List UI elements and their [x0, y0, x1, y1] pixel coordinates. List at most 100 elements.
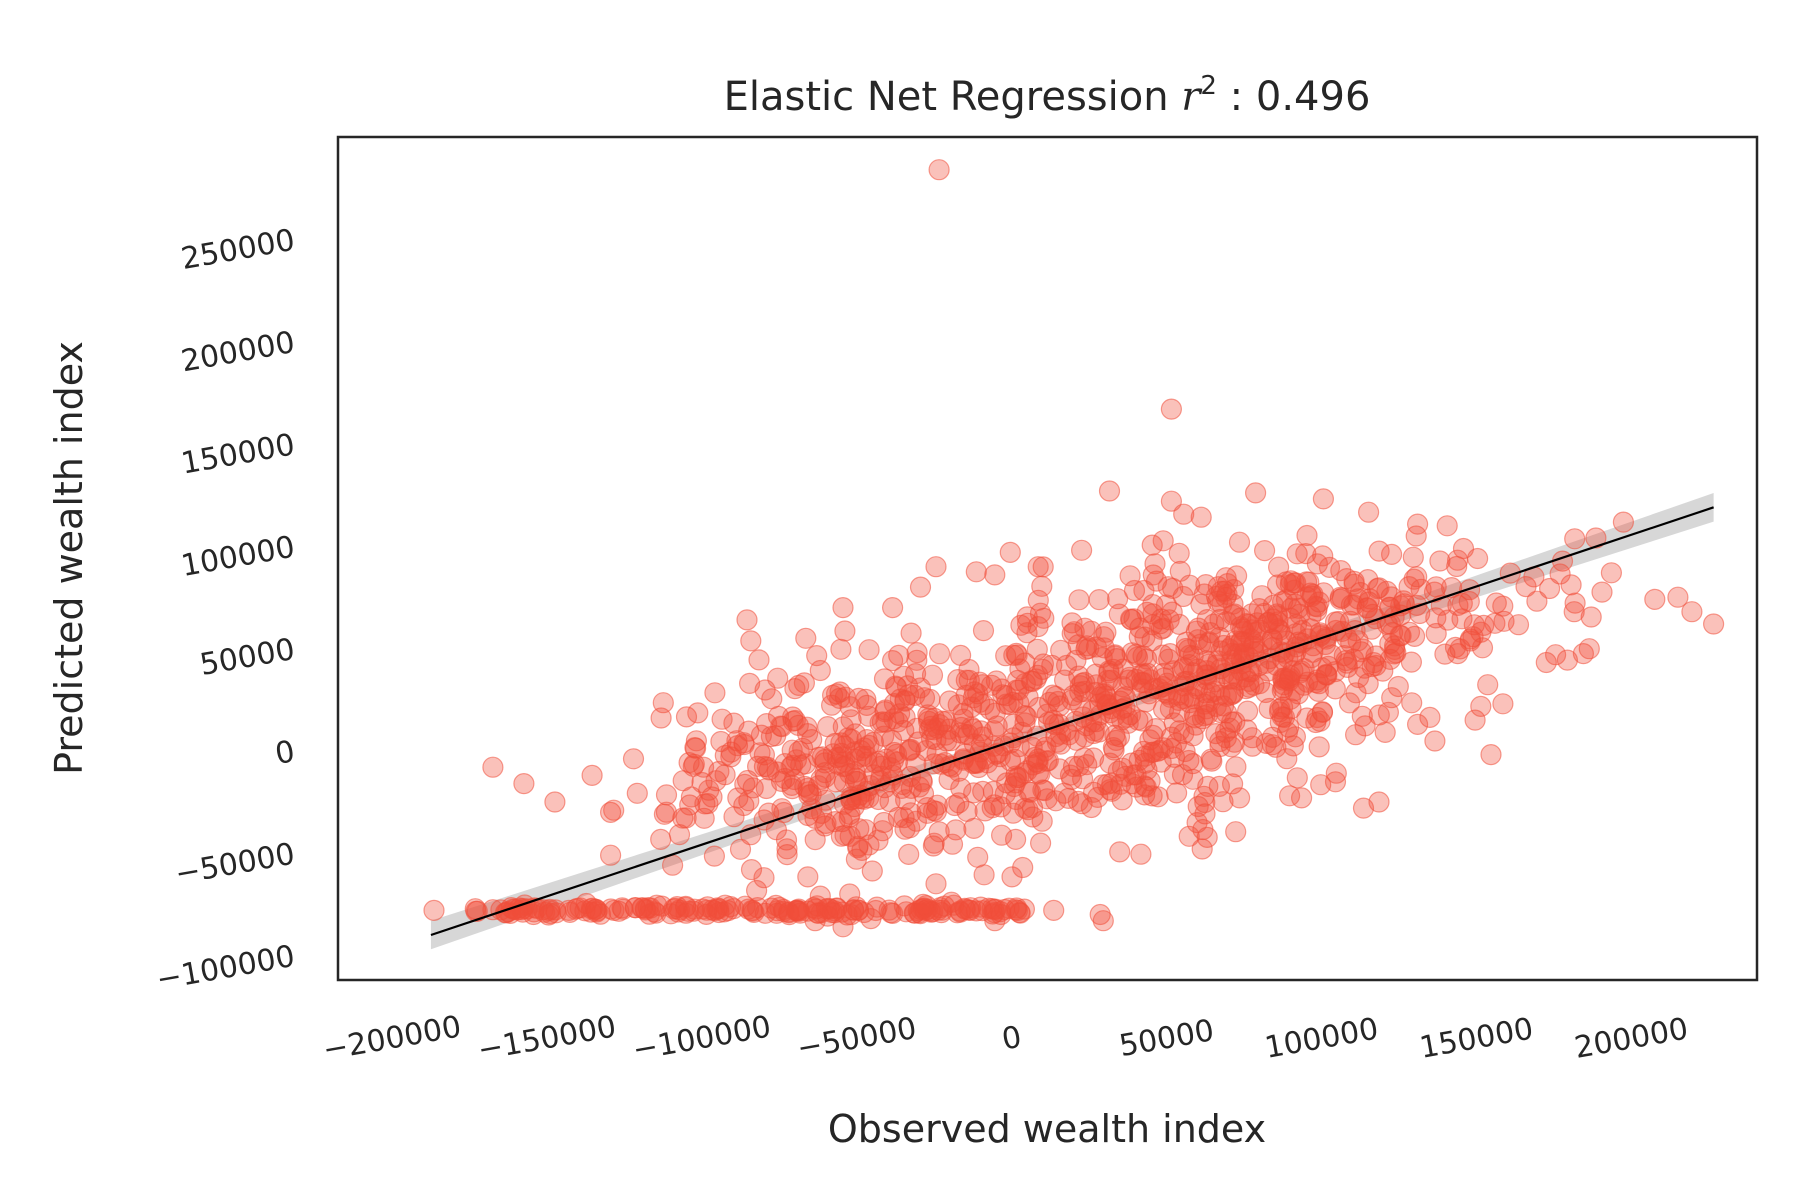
scatter-point — [832, 916, 854, 938]
scatter-point — [1043, 899, 1065, 922]
scatter-point — [1484, 612, 1506, 634]
x-tick-label: 150000 — [1417, 1011, 1536, 1065]
scatter-point — [773, 801, 795, 824]
scatter-point — [795, 627, 817, 649]
scatter-point — [1004, 828, 1027, 851]
scatter-point — [810, 802, 833, 825]
scatter-point — [1112, 658, 1135, 680]
scatter-point — [958, 669, 980, 691]
scatter-point — [1401, 692, 1423, 714]
scatter-point — [1357, 501, 1380, 523]
scatter-point — [740, 630, 762, 652]
scatter-point — [1225, 565, 1248, 587]
scatter-point — [925, 873, 947, 895]
scatter-point — [1381, 621, 1404, 644]
scatter-point — [1223, 578, 1245, 601]
scatter-point — [1585, 527, 1607, 549]
scatter-point — [796, 722, 819, 745]
scatter-point — [1014, 704, 1036, 727]
scatter-point — [867, 788, 890, 811]
scatter-point — [723, 712, 745, 734]
scatter-point — [1228, 531, 1251, 553]
scatter-point — [1296, 524, 1318, 547]
y-tick-label: 50000 — [197, 632, 297, 683]
scatter-point — [839, 803, 861, 826]
scatter-point — [1135, 691, 1157, 713]
scatter-point — [940, 891, 963, 913]
scatter-point — [704, 682, 726, 704]
chart-title-prefix: Elastic Net Regression — [724, 74, 1182, 120]
scatter-point — [898, 739, 921, 761]
chart-title: Elastic Net Regression r2 : 0.496 — [724, 71, 1371, 120]
scatter-point — [989, 746, 1011, 768]
x-axis-label: Observed wealth index — [828, 1107, 1266, 1151]
scatter-point — [866, 896, 888, 918]
scatter-point — [885, 676, 908, 698]
scatter-point — [1028, 696, 1050, 719]
scatter-point — [1306, 706, 1328, 729]
scatter-point — [1291, 619, 1313, 642]
scatter-point — [1702, 613, 1725, 635]
scatter-point — [1061, 622, 1083, 645]
scatter-point — [740, 858, 763, 881]
scatter-point — [806, 902, 828, 924]
scatter-point — [1198, 631, 1220, 653]
scatter-point — [738, 672, 761, 695]
scatter-point — [899, 765, 922, 788]
scatter-point — [928, 643, 951, 665]
scatter-point — [1244, 482, 1267, 504]
scatter-point — [748, 649, 770, 671]
scatter-point — [1324, 678, 1346, 700]
scatter-point — [814, 748, 836, 771]
chart-title-suffix: : 0.496 — [1217, 74, 1370, 120]
scatter-point — [781, 774, 803, 797]
scatter-point — [1105, 729, 1127, 752]
scatter-point — [1381, 687, 1403, 709]
scatter-point — [1021, 670, 1044, 693]
scatter-point — [1036, 788, 1058, 810]
scatter-point — [710, 730, 732, 753]
scatter-point — [1221, 773, 1244, 795]
scatter-point — [952, 708, 975, 730]
plot-area — [336, 135, 1759, 982]
scatter-point — [1492, 595, 1514, 617]
scatter-point — [959, 899, 981, 922]
scatter-point — [612, 898, 634, 920]
scatter-point — [1233, 620, 1255, 643]
scatter-point — [1068, 589, 1090, 611]
y-tick-label: −50000 — [173, 837, 298, 892]
scatter-point — [1308, 736, 1330, 758]
y-axis-ticks: −100000 −50000 0 50000 100000 150000 200000 250… — [154, 223, 298, 998]
scatter-point — [1002, 802, 1024, 824]
y-tick-label: 0 — [273, 734, 298, 772]
scatter-point — [870, 755, 893, 777]
scatter-point — [1275, 588, 1298, 611]
scatter-point — [668, 899, 691, 921]
scatter-point — [1544, 644, 1567, 666]
scatter-point — [1109, 841, 1131, 863]
scatter-point — [804, 910, 826, 932]
scatter-point — [925, 556, 947, 578]
scatter-point — [691, 771, 713, 794]
scatter-point — [745, 879, 768, 902]
scatter-point — [1591, 581, 1613, 603]
scatter-point — [652, 692, 674, 714]
scatter-point — [685, 730, 708, 752]
scatter-point — [1197, 775, 1219, 798]
scatter-point — [1006, 644, 1028, 666]
scatter-point — [928, 159, 950, 181]
y-tick-label: 200000 — [179, 325, 298, 379]
y-tick-label: −100000 — [154, 939, 298, 998]
scatter-point — [1021, 736, 1043, 759]
scatter-point — [1075, 638, 1097, 661]
scatter-point — [1062, 755, 1085, 778]
scatter-point — [1425, 622, 1447, 645]
scatter-point — [1446, 549, 1469, 571]
scatter-point — [1361, 618, 1383, 640]
scatter-point — [1356, 597, 1379, 619]
scatter-point — [679, 794, 701, 816]
scatter-point — [1564, 528, 1586, 550]
scatter-point — [1466, 547, 1489, 570]
scatter-point — [972, 780, 994, 803]
